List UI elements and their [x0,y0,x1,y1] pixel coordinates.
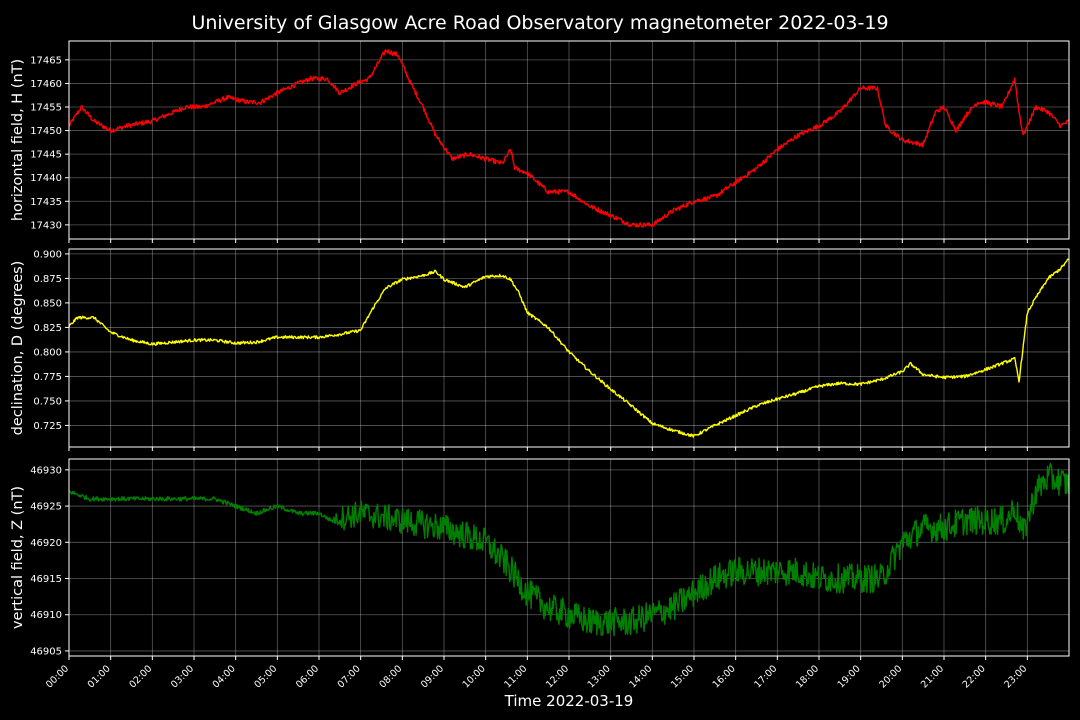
y-axis-label: horizontal field, H (nT) [10,59,26,221]
y-tick-label: 17450 [30,126,62,137]
series-line-2 [68,258,1070,438]
x-axis-label: Time 2022-03-19 [504,692,634,710]
y-tick-label: 0.725 [33,421,62,432]
y-tick-label: 0.825 [33,323,62,334]
axes-frame [68,40,1070,240]
y-tick-label: 46905 [30,646,62,657]
y-tick-label: 17465 [30,55,62,66]
y-tick-label: 17440 [30,173,62,184]
y-tick-label: 46925 [30,502,62,513]
y-tick-label: 0.800 [33,347,62,358]
axes-frame [68,458,1070,657]
y-tick-label: 46910 [30,610,62,621]
y-tick-label: 17430 [30,220,62,231]
y-axis-label: vertical field, Z (nT) [10,486,26,629]
y-tick-label: 17445 [30,150,62,161]
figure-title: University of Glasgow Acre Road Observat… [191,12,888,34]
y-tick-label: 17455 [30,103,62,114]
y-tick-label: 46930 [30,465,62,476]
y-tick-label: 0.750 [33,396,62,407]
y-tick-label: 17435 [30,197,62,208]
series-line-3 [68,462,1070,637]
y-axis-label: declination, D (degrees) [10,261,26,436]
y-tick-label: 0.850 [33,298,62,309]
y-tick-label: 17460 [30,79,62,90]
y-tick-label: 46915 [30,574,62,585]
series-line-1 [68,49,1070,228]
panels-group: 17430 17435 17440 17445 17450 17455 17460 17465… [10,40,1070,690]
y-tick-label: 46920 [30,538,62,549]
axes-frame [68,248,1070,448]
y-tick-label: 0.900 [33,249,62,260]
y-tick-label: 0.875 [33,274,62,285]
y-tick-label: 0.775 [33,372,62,383]
